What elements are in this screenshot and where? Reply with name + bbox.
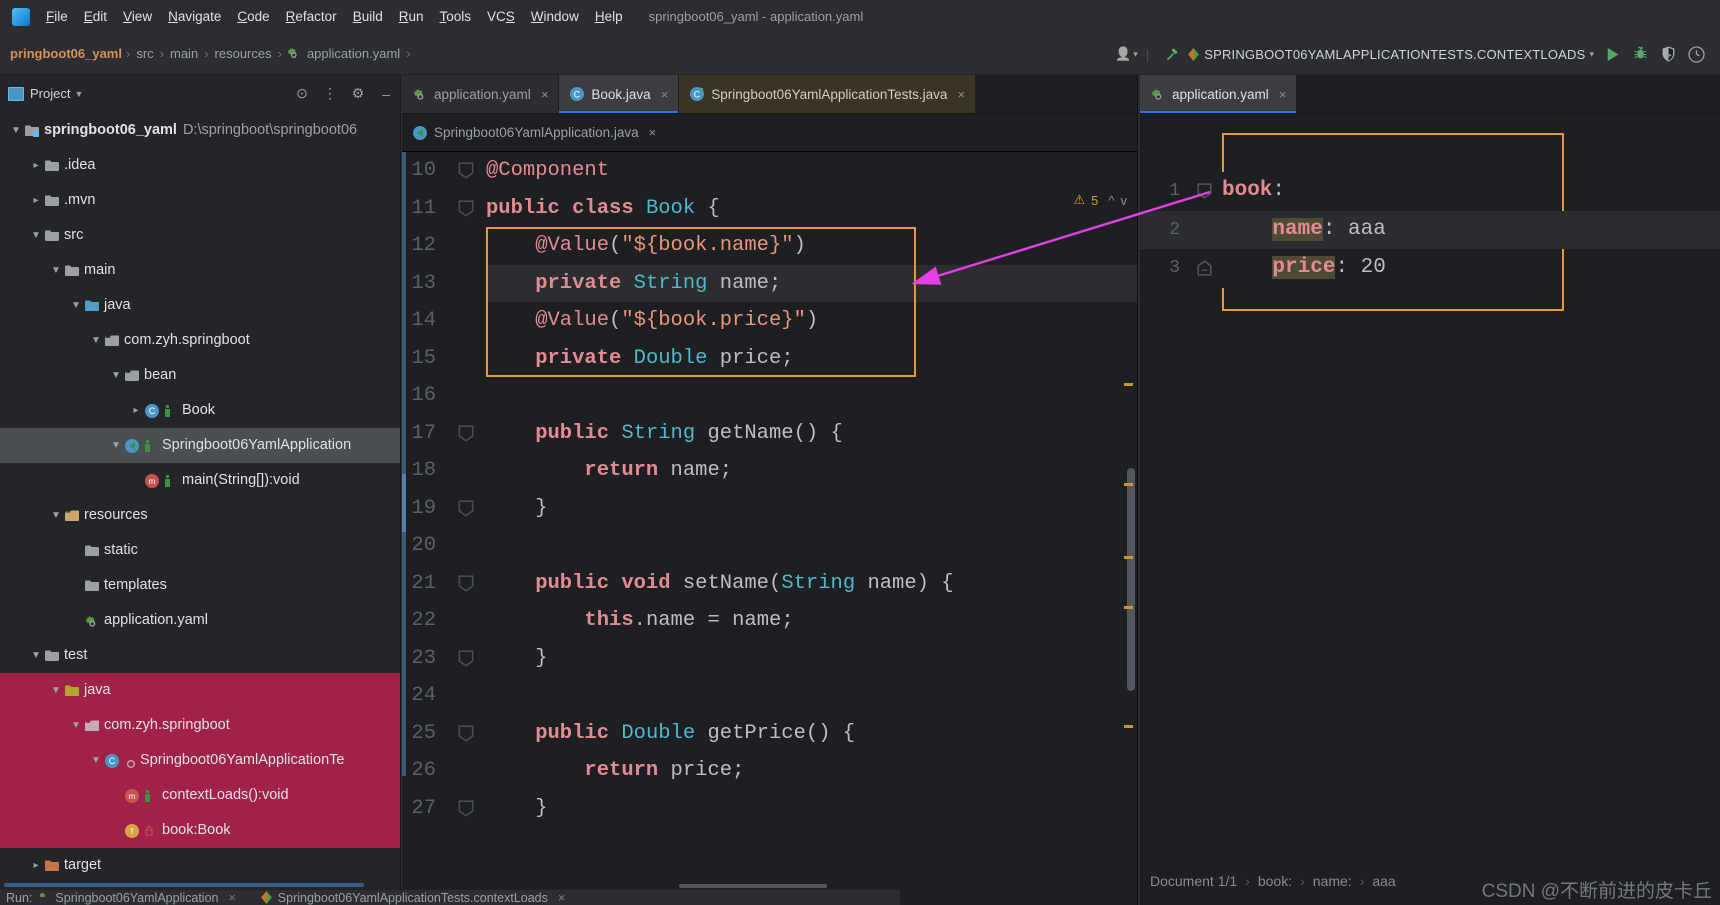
svg-text:m: m (129, 792, 136, 801)
svg-text:C: C (694, 90, 701, 100)
svg-text:C: C (149, 406, 156, 416)
svg-text:C: C (109, 756, 116, 766)
svg-text:m: m (149, 477, 156, 486)
svg-text:C: C (574, 90, 581, 100)
